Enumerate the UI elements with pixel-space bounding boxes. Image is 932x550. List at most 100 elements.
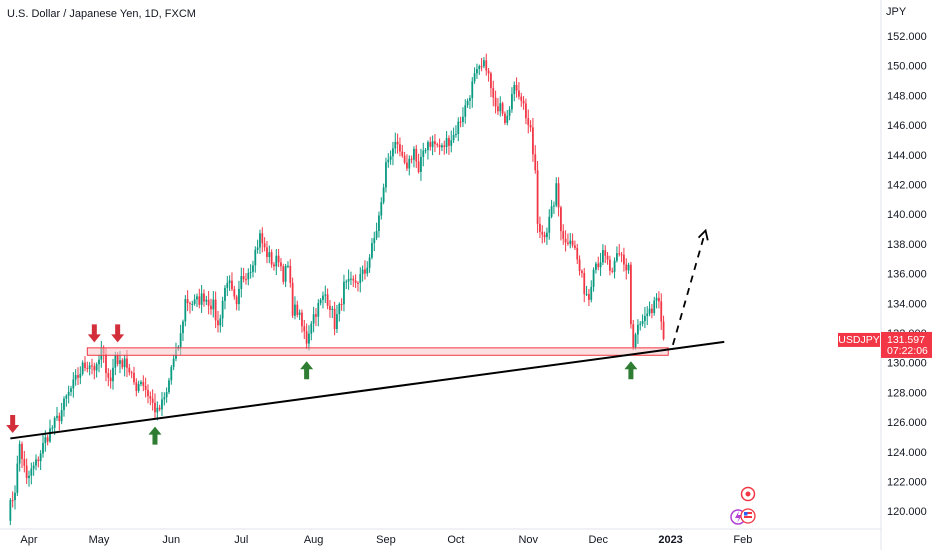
candle-body	[219, 318, 222, 326]
candle-body	[322, 295, 324, 300]
candle-body	[499, 103, 502, 112]
candle	[368, 254, 371, 273]
candle	[480, 57, 483, 72]
candle	[644, 307, 646, 329]
candle-body	[394, 141, 397, 149]
candle	[189, 301, 191, 314]
candle-body	[473, 73, 476, 82]
candle-body	[226, 282, 229, 288]
candle	[259, 229, 261, 254]
candle-body	[536, 170, 539, 224]
candle	[135, 378, 138, 397]
candle-body	[282, 266, 285, 282]
candle-body	[401, 151, 404, 156]
candle	[415, 144, 418, 169]
candle	[576, 243, 579, 264]
candle	[30, 462, 33, 485]
candle-body	[422, 150, 425, 158]
candle	[58, 412, 61, 431]
candle-body	[604, 250, 607, 256]
candle-body	[527, 118, 530, 125]
candle-body	[49, 428, 51, 442]
candle-body	[597, 263, 600, 268]
candle	[336, 304, 338, 334]
candle-body	[107, 373, 110, 378]
candle	[91, 358, 93, 375]
candle	[130, 370, 133, 379]
candle	[322, 291, 324, 309]
candle-body	[163, 397, 166, 400]
price-tag	[881, 331, 932, 358]
candle-body	[298, 312, 301, 315]
candle	[422, 142, 425, 167]
candle-body	[478, 66, 481, 70]
candle	[574, 240, 576, 251]
candle	[170, 364, 173, 385]
candle	[203, 289, 205, 307]
candle-body	[74, 375, 77, 380]
candle-body	[571, 240, 574, 246]
candle	[375, 222, 378, 241]
candle-body	[247, 272, 250, 280]
candles	[9, 53, 665, 526]
candle	[168, 377, 170, 395]
candle-body	[242, 276, 245, 280]
red-arrow-icon	[87, 324, 101, 343]
candle	[123, 354, 126, 377]
candle-body	[84, 362, 86, 368]
candle-body	[193, 299, 196, 305]
candle	[401, 144, 404, 158]
candle	[487, 68, 490, 82]
candle-body	[235, 296, 238, 305]
candle	[214, 291, 217, 329]
candle-body	[627, 264, 630, 271]
candle-body	[462, 116, 464, 122]
candle	[333, 301, 336, 336]
candle	[555, 177, 558, 208]
candle-body	[438, 145, 441, 148]
trendline	[10, 340, 725, 440]
candle	[445, 131, 448, 154]
candle-body	[492, 88, 495, 98]
candle	[634, 332, 637, 350]
candle-body	[392, 148, 394, 157]
candle-body	[245, 279, 247, 281]
candle-body	[53, 417, 56, 428]
candle	[268, 245, 271, 264]
candle	[212, 291, 215, 318]
y-tick-label: 130.000	[887, 358, 927, 370]
candle	[578, 255, 581, 276]
x-tick-label: Dec	[588, 534, 608, 546]
candle	[564, 230, 567, 252]
candle-body	[28, 475, 30, 479]
candle-body	[441, 145, 443, 148]
candle	[277, 248, 280, 268]
candle-body	[448, 138, 450, 146]
candle-body	[326, 294, 329, 306]
candle	[527, 109, 530, 134]
candle	[345, 279, 348, 290]
candle	[469, 95, 471, 110]
candle	[207, 291, 210, 315]
candle	[315, 308, 317, 327]
candle-body	[555, 183, 558, 206]
candle-body	[532, 127, 534, 155]
candle-body	[592, 269, 595, 287]
candle	[408, 155, 411, 176]
candle-body	[543, 234, 546, 238]
candle-body	[287, 265, 289, 267]
candle	[11, 491, 14, 508]
candle-body	[637, 324, 639, 335]
candle-body	[613, 260, 616, 272]
y-tick-label: 124.000	[887, 447, 927, 459]
candle	[380, 197, 383, 220]
candle	[282, 263, 285, 285]
candle	[616, 246, 618, 263]
candle	[373, 231, 376, 252]
candle-body	[459, 121, 462, 123]
candle	[462, 107, 464, 128]
candle	[305, 323, 308, 350]
candle	[273, 262, 275, 271]
candle-body	[641, 321, 644, 324]
